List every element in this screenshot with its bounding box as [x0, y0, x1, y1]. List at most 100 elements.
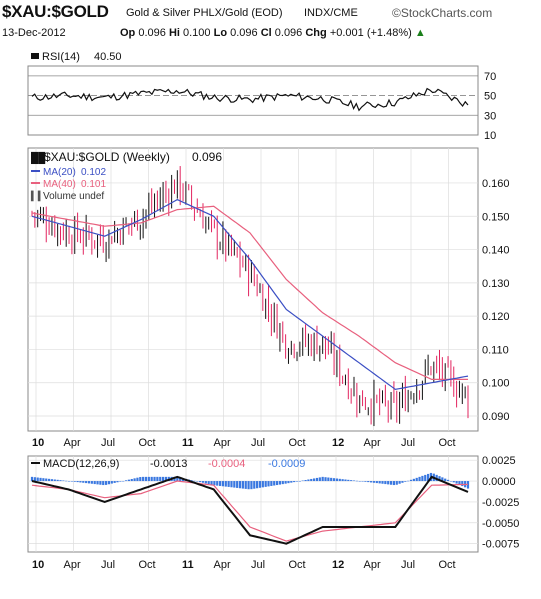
macd-histogram-bar — [116, 481, 119, 483]
price-panel: 0.090 0.100 0.110 0.120 0.130 0.140 0.150 0.160… — [27, 147, 510, 449]
rsi-reference-lines — [28, 75, 478, 116]
price-legend-value: 0.096 — [192, 150, 222, 164]
macd-x-tick-label: Apr — [64, 559, 81, 571]
macd-histogram-bar — [224, 481, 227, 487]
macd-histogram-bar — [150, 476, 153, 482]
macd-histogram-bar — [164, 476, 168, 482]
macd-histogram-bar — [104, 481, 108, 485]
macd-histogram-bar — [161, 476, 165, 482]
macd-histogram-bar — [364, 481, 367, 482]
rsi-line — [31, 87, 469, 112]
macd-histogram-bar — [79, 481, 82, 483]
macd-histogram-bar — [330, 477, 333, 482]
price-y-tick-label: 0.100 — [482, 378, 510, 390]
macd-histogram-bar — [407, 480, 410, 482]
rsi-y-tick-label: 10 — [484, 130, 496, 142]
macd-histogram-bar — [321, 476, 324, 482]
macd-legend: MACD(12,26,9) -0.0013 -0.0004 -0.0009 — [31, 458, 305, 470]
price-x-ticks: 10 Apr Jul Oct 11 Apr Jul Oct 12 Apr Jul Oct — [32, 437, 456, 449]
rsi-legend-value: 40.50 — [94, 51, 122, 63]
macd-histogram-bar — [102, 481, 105, 486]
macd-histogram-bar — [375, 481, 378, 484]
macd-histogram-bar — [136, 477, 139, 482]
price-x-tick-label: Oct — [439, 437, 456, 449]
macd-histogram-bar — [404, 481, 407, 482]
macd-histogram-bar — [204, 481, 207, 484]
macd-x-tick-label: Oct — [139, 559, 156, 571]
price-y-tick-label: 0.160 — [482, 178, 510, 190]
macd-grid — [28, 456, 478, 552]
price-y-tick-label: 0.110 — [482, 344, 509, 356]
macd-histogram-bar — [438, 476, 441, 482]
macd-histogram-bar — [318, 477, 321, 482]
macd-histogram-bar — [392, 481, 396, 486]
macd-signal-line — [31, 480, 469, 542]
macd-histogram-bar — [221, 481, 225, 487]
price-y-tick-label: 0.150 — [482, 211, 510, 223]
price-x-tick-label: 10 — [32, 437, 44, 449]
macd-histogram-bar — [461, 481, 464, 487]
macd-histogram-bar — [250, 481, 253, 490]
macd-histogram-bar — [90, 481, 93, 484]
macd-histogram-bar — [36, 477, 39, 482]
macd-histogram-bar — [173, 476, 176, 482]
ma40-legend-value: 0.101 — [81, 179, 106, 190]
price-legend: ██ $XAU:$GOLD (Weekly) 0.096 MA(20) 0.10… — [30, 150, 222, 202]
macd-histogram-bar — [213, 481, 216, 486]
macd-y-tick-label: -0.0050 — [482, 518, 519, 530]
close-value: 0.096 — [274, 27, 303, 39]
macd-histogram-bar — [142, 476, 145, 482]
macd-histogram-bar — [290, 481, 293, 483]
macd-histogram-bar — [315, 477, 319, 482]
macd-histogram-bar — [341, 479, 344, 482]
macd-legend-value-signal: -0.0004 — [208, 458, 245, 470]
price-x-tick-label: Apr — [64, 437, 81, 449]
ma40-legend-label: MA(40) — [43, 179, 76, 190]
macd-histogram-bar — [33, 477, 36, 482]
ma20-legend-label: MA(20) — [43, 167, 76, 178]
rsi-y-tick-label: 70 — [484, 71, 496, 83]
macd-legend-value-histogram: -0.0009 — [268, 458, 305, 470]
macd-histogram-bar — [107, 481, 111, 485]
macd-line — [31, 475, 469, 545]
close-label: Cl — [260, 27, 272, 39]
macd-histogram-bar — [82, 481, 85, 483]
macd-histogram-bar — [313, 478, 316, 482]
macd-histogram-bar — [295, 481, 299, 482]
macd-histogram-bar — [144, 476, 148, 482]
macd-histogram-bar — [147, 476, 150, 482]
price-legend-symbol: $XAU:$GOLD (Weekly) — [44, 150, 170, 164]
macd-histogram-bar — [196, 481, 199, 482]
macd-histogram-bar — [53, 479, 56, 482]
macd-x-tick-label: Jul — [251, 559, 265, 571]
macd-histogram-bar — [122, 480, 125, 482]
macd-histogram-bar — [444, 478, 447, 482]
price-y-tick-label: 0.140 — [482, 245, 510, 257]
macd-y-tick-label: 0.0000 — [482, 476, 516, 488]
macd-y-ticks: 0.0025 0.0000 -0.0025 -0.0050 -0.0075 — [482, 455, 519, 550]
macd-histogram-bar — [458, 481, 461, 485]
macd-histogram-bar — [124, 480, 128, 482]
macd-histogram-bar — [267, 481, 270, 487]
macd-histogram-bar — [415, 477, 418, 482]
macd-histogram-bar — [190, 480, 193, 482]
macd-histogram-bar — [45, 478, 48, 482]
price-x-tick-label: Oct — [139, 437, 156, 449]
macd-histogram-bar — [227, 481, 230, 487]
macd-histogram-bar — [327, 477, 330, 482]
price-y-tick-label: 0.090 — [482, 411, 510, 423]
rsi-panel-frame — [27, 65, 479, 136]
macd-histogram-bar — [452, 481, 455, 483]
macd-x-ticks: 10 Apr Jul Oct 11 Apr Jul Oct 12 Apr Jul Oct — [32, 559, 456, 571]
macd-histogram-bar — [338, 478, 341, 482]
macd-histogram-bar — [355, 480, 358, 482]
macd-histogram-bar — [418, 476, 421, 482]
macd-x-tick-label: Oct — [289, 559, 306, 571]
macd-histogram-bar — [261, 481, 264, 488]
macd-histogram-bar — [199, 481, 202, 483]
rsi-legend: RSI(14) 40.50 — [31, 51, 122, 63]
macd-histogram-bar — [281, 481, 284, 485]
low-label: Lo — [213, 27, 228, 39]
macd-histogram-bar — [384, 481, 387, 485]
price-y-ticks: 0.090 0.100 0.110 0.120 0.130 0.140 0.150 0.160 — [482, 178, 510, 423]
